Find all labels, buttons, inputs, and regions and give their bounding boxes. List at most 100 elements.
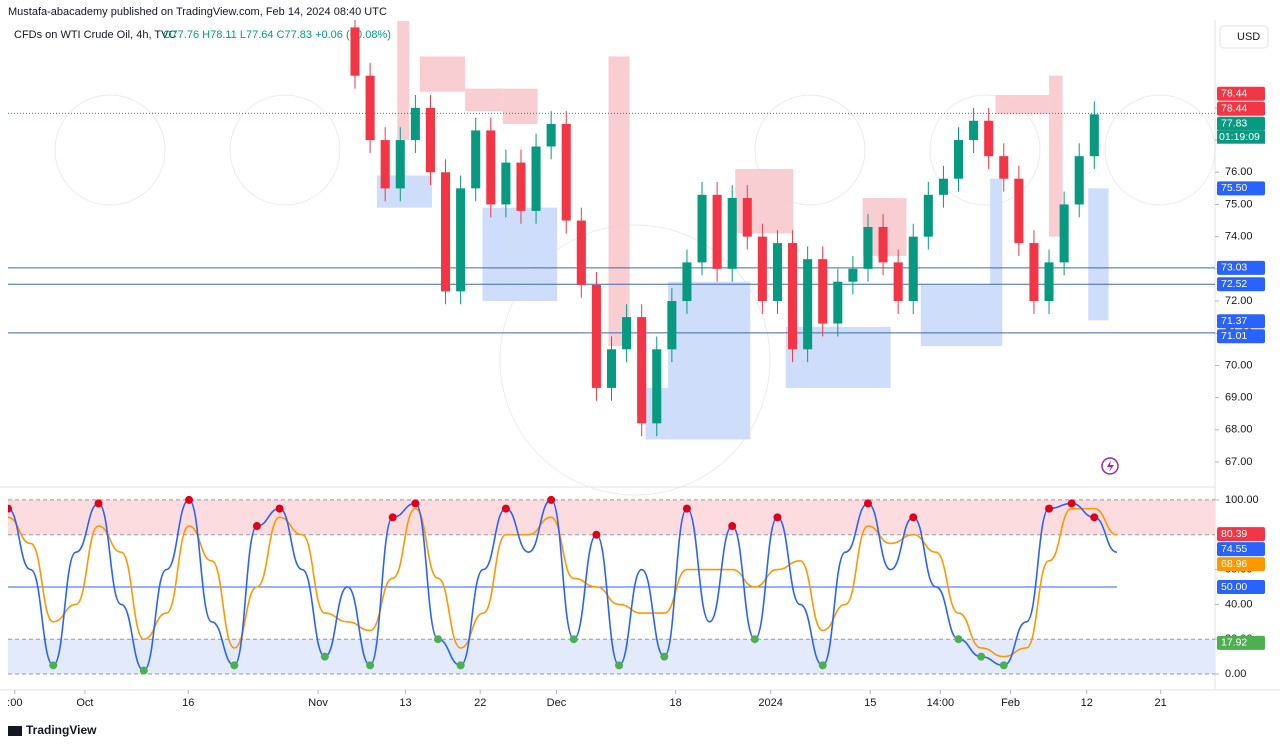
candle-body [456,188,466,292]
zone [502,88,538,124]
price-tag-label: 75.50 [1221,182,1247,194]
candle-body [606,349,617,388]
zone [482,207,558,302]
signal-dot [433,635,442,644]
price-tag [1217,329,1265,344]
candle-body [848,268,858,282]
candle-body [591,284,601,388]
candle-body [682,262,692,302]
signal-dot [773,513,782,522]
signal-dot [569,635,578,644]
zone [465,88,503,112]
candle-body [727,198,737,269]
signal-dot [818,661,827,670]
price-tag [1217,542,1265,557]
signal-dot [456,661,465,670]
signal-dot [682,504,691,513]
y-tick-label: 69.00 [1225,391,1253,403]
signal-dot [185,495,194,504]
price-tag-label: 73.03 [1221,262,1247,274]
candle-body [667,301,677,350]
candle-body [712,194,722,269]
signal-dot [1090,513,1099,522]
published: Mustafa-abacademy published on TradingVi… [8,6,387,18]
currency-button[interactable] [1219,25,1269,49]
price-tag-label: 68.96 [1221,558,1247,570]
price-pane [8,20,1215,440]
signal-dot [411,499,420,508]
y-tick-label: 76.00 [1225,166,1253,178]
zone [990,178,1003,285]
oscillator-pane [8,495,1215,675]
price-tag [1217,181,1265,196]
price-tag [1217,527,1265,542]
price-tag [1217,86,1265,101]
candle-body [818,259,828,324]
zone [397,20,410,141]
candle-body [516,162,526,211]
x-tick-label: Feb [1001,697,1020,709]
candle-body [742,198,752,237]
signal-dot [909,513,918,522]
candle-body [938,178,948,195]
candle-body [380,140,390,189]
x-tick-label: :00 [7,697,22,709]
candle-body [999,156,1009,179]
candle-body [486,130,496,205]
signal-dot [230,661,239,670]
y-tick-label: 74.00 [1225,231,1253,243]
candle-body [531,146,541,211]
candle-body [561,123,571,221]
candle-body [425,107,435,173]
signal-dot [320,652,329,661]
candle-body [1014,178,1024,244]
currency: USD [1237,31,1260,43]
candle-body [395,140,405,189]
footer-brand: TradingView [26,723,97,737]
signal-dot [1045,504,1054,513]
candle-body [697,194,707,263]
price-tag [1217,635,1265,650]
signal-dot [366,661,375,670]
candle-body [969,120,979,141]
x-tick-label: 14:00 [927,697,955,709]
signal-dot [1067,499,1076,508]
price-tag [1217,260,1265,275]
signal-dot [750,635,759,644]
candle-body [546,123,556,147]
zone [995,95,1050,115]
x-tick-label: 13 [399,697,411,709]
footer-logo [8,726,22,736]
candle-body [410,107,420,141]
candle-body [501,162,511,205]
price-tag [1217,116,1265,131]
candle-body [350,27,360,76]
x-tick-label: 18 [669,697,681,709]
signal-dot [547,495,556,504]
signal-dot [388,513,397,522]
signal-dot [999,661,1008,670]
price-tag-label: 74.55 [1221,543,1247,555]
zone [668,281,751,440]
y-tick-label: 100.00 [1225,494,1259,506]
candle-body [788,243,798,350]
candle-body [984,120,994,157]
candle-body [953,140,964,179]
alert-icon-bolt [1107,460,1114,472]
signal-dot [49,661,58,670]
candle-body [1059,204,1069,263]
signal-dot [660,652,669,661]
price-tag [1217,579,1265,594]
zone [1049,75,1063,237]
x-tick-label: 2024 [758,697,782,709]
candle-body [365,75,375,141]
candle-body [1074,156,1084,205]
alert-icon[interactable] [1101,457,1119,475]
price-tag-label: 80.39 [1221,528,1247,540]
y-tick-label: 67.00 [1225,456,1253,468]
zone [608,56,630,347]
zone [920,284,1003,347]
candle-body [908,236,918,302]
candle-body [441,172,451,292]
